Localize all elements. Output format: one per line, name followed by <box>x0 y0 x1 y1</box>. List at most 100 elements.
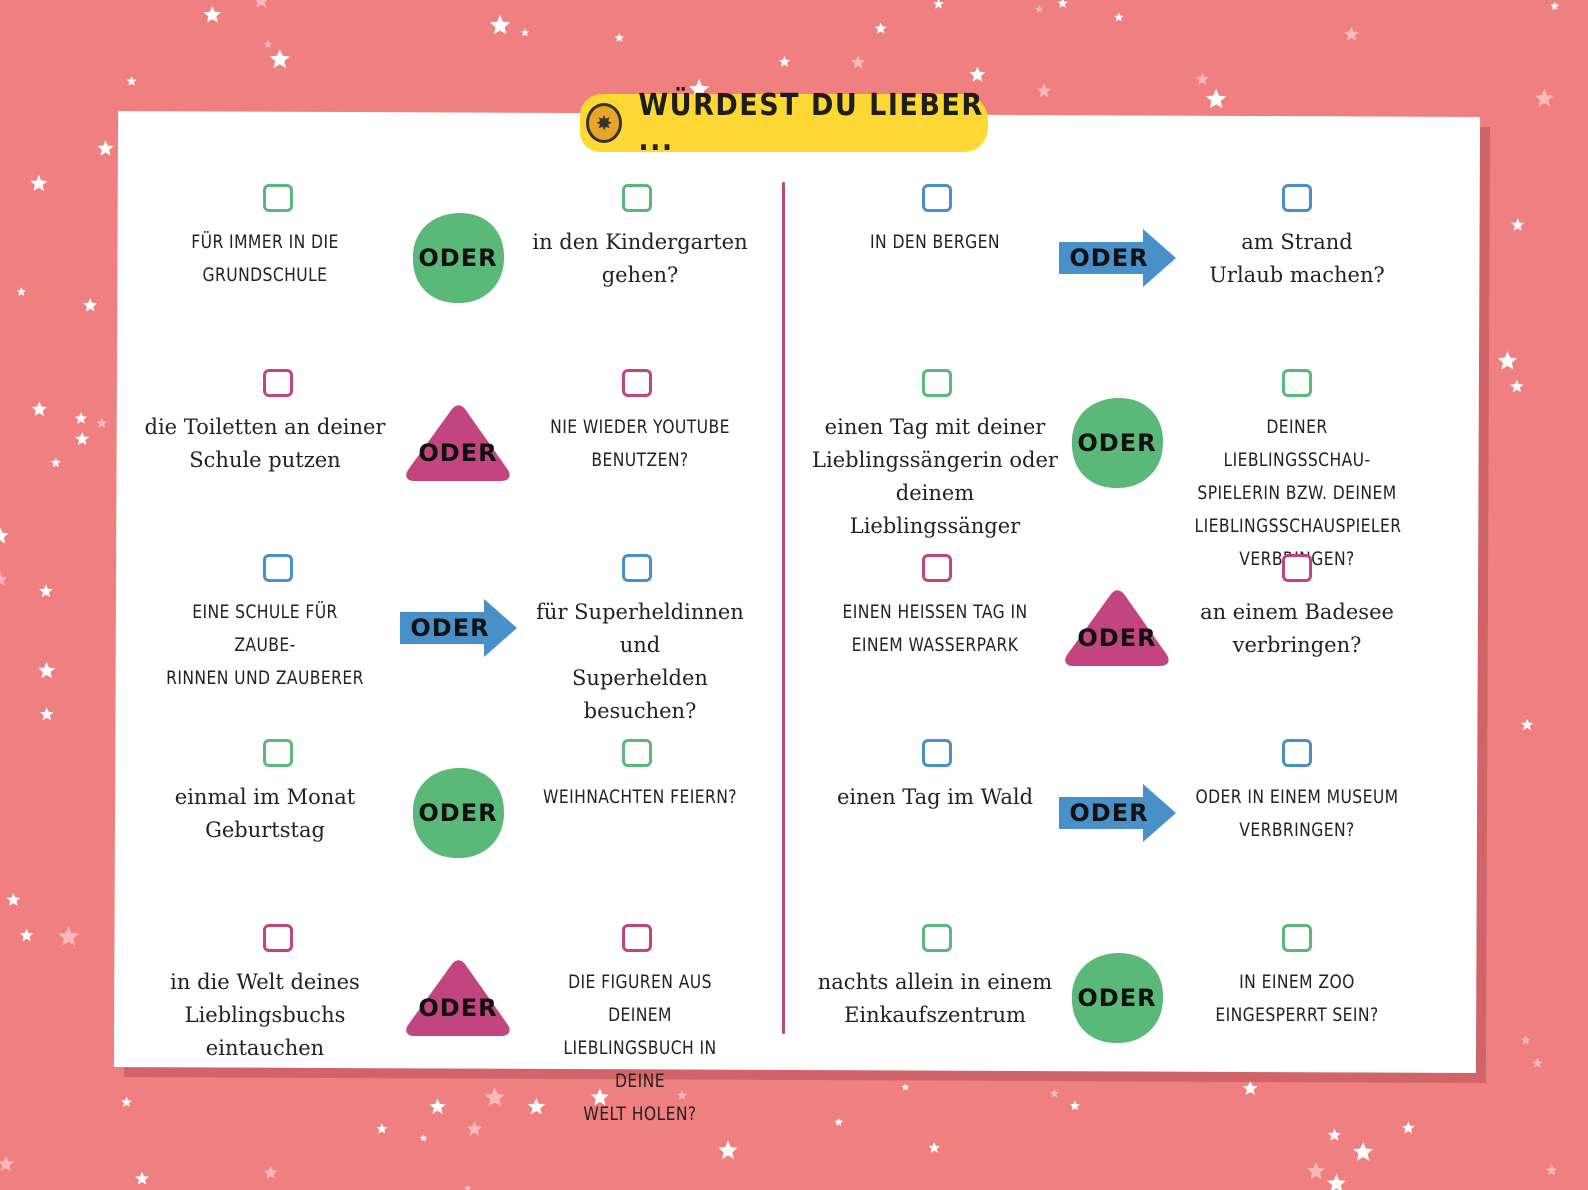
right-option-text: WEIHNACHTEN FEIERN? <box>543 786 737 808</box>
oder-circle-badge: ODER <box>410 766 506 860</box>
left-option-checkbox[interactable] <box>263 184 293 212</box>
right-option-text: für Superheldinnen und Superhelden besuc… <box>536 600 744 723</box>
oder-label: ODER <box>418 994 498 1022</box>
right-option-text: am Strand Urlaub machen? <box>1209 230 1385 287</box>
right-option-text: ODER IN EINEM MUSEUM VERBRINGEN? <box>1195 786 1399 841</box>
oder-label: ODER <box>410 614 490 642</box>
right-option-checkbox[interactable] <box>622 924 652 952</box>
star-icon <box>1242 1080 1258 1095</box>
star-icon <box>851 55 865 69</box>
right-option-checkbox[interactable] <box>622 369 652 397</box>
star-icon <box>1546 1164 1558 1176</box>
oder-label: ODER <box>1077 624 1157 652</box>
left-option-checkbox[interactable] <box>263 739 293 767</box>
oder-label: ODER <box>1077 429 1157 457</box>
left-option-checkbox[interactable] <box>263 924 293 952</box>
star-icon <box>269 49 290 69</box>
star-icon <box>0 527 9 544</box>
star-icon <box>1511 218 1525 231</box>
star-icon <box>1497 351 1518 370</box>
star-icon <box>203 5 222 23</box>
star-icon <box>969 66 986 82</box>
star-icon <box>520 28 530 37</box>
star-icon <box>874 22 887 34</box>
oder-circle-badge: ODER <box>410 211 506 305</box>
left-option-text: in die Welt deines Lieblingsbuchs eintau… <box>170 970 360 1060</box>
star-icon <box>1520 1035 1531 1045</box>
left-option-text: EINE SCHULE FÜR ZAUBE- RINNEN UND ZAUBER… <box>166 601 364 689</box>
column-divider <box>782 182 785 1034</box>
star-icon <box>718 1140 738 1160</box>
right-option-checkbox[interactable] <box>1282 924 1312 952</box>
star-icon <box>466 1121 483 1136</box>
star-icon <box>0 572 8 586</box>
star-icon <box>0 1156 14 1172</box>
oder-label: ODER <box>1069 244 1149 272</box>
oder-triangle-badge: ODER <box>1063 589 1171 667</box>
right-option-text: NIE WIEDER YOUTUBE BENUTZEN? <box>550 416 730 471</box>
right-option-checkbox[interactable] <box>622 739 652 767</box>
star-icon <box>1402 1121 1415 1134</box>
left-option-checkbox[interactable] <box>922 369 952 397</box>
star-icon <box>484 1087 505 1107</box>
left-option-text: die Toiletten an deiner Schule putzen <box>144 415 386 472</box>
right-option-text: DEINER LIEBLINGSSCHAU- SPIELERIN BZW. DE… <box>1194 416 1402 570</box>
star-icon <box>75 431 90 445</box>
star-icon <box>1307 1162 1325 1180</box>
left-option-checkbox[interactable] <box>922 739 952 767</box>
right-option-checkbox[interactable] <box>1282 369 1312 397</box>
star-icon <box>901 1083 910 1091</box>
right-option-text: in den Kindergarten gehen? <box>532 230 748 287</box>
page-title: WÜRDEST DU LIEBER ... <box>638 88 984 158</box>
star-icon <box>40 707 54 721</box>
left-option-checkbox[interactable] <box>922 924 952 952</box>
star-icon <box>834 1117 843 1126</box>
star-icon <box>614 33 624 42</box>
right-option-checkbox[interactable] <box>1282 554 1312 582</box>
oder-triangle-badge: ODER <box>404 959 512 1037</box>
star-icon <box>1114 12 1124 22</box>
right-option-text: IN EINEM ZOO EINGESPERRT SEIN? <box>1215 971 1379 1026</box>
star-icon <box>688 79 710 99</box>
right-option-checkbox[interactable] <box>1282 184 1312 212</box>
star-icon <box>263 1165 278 1179</box>
star-icon <box>6 892 21 906</box>
star-icon <box>1205 88 1227 109</box>
star-icon <box>126 76 137 86</box>
star-icon <box>1535 88 1554 107</box>
star-icon <box>1344 26 1359 41</box>
star-icon <box>429 1098 446 1114</box>
left-option-checkbox[interactable] <box>922 184 952 212</box>
star-icon <box>463 1184 472 1190</box>
oder-circle-badge: ODER <box>1069 951 1165 1045</box>
oder-arrow-badge: ODER <box>1057 228 1177 288</box>
left-option-checkbox[interactable] <box>922 554 952 582</box>
star-icon <box>50 457 61 468</box>
oder-arrow-badge: ODER <box>1057 783 1177 843</box>
star-icon <box>39 584 53 598</box>
left-option-checkbox[interactable] <box>263 369 293 397</box>
star-icon <box>778 56 791 67</box>
oder-triangle-badge: ODER <box>404 404 512 482</box>
star-icon <box>1035 5 1044 13</box>
star-icon <box>1327 1128 1341 1141</box>
star-icon <box>31 401 47 416</box>
star-icon <box>121 1096 132 1107</box>
right-option-checkbox[interactable] <box>1282 739 1312 767</box>
star-icon <box>1532 1057 1543 1068</box>
star-icon <box>38 661 56 679</box>
star-icon <box>263 39 273 49</box>
left-option-text: einmal im Monat Geburtstag <box>174 785 356 842</box>
right-option-checkbox[interactable] <box>622 554 652 582</box>
star-icon <box>928 1142 940 1153</box>
oder-label: ODER <box>1069 799 1149 827</box>
right-option-checkbox[interactable] <box>622 184 652 212</box>
star-icon <box>1521 718 1534 731</box>
star-icon <box>135 1171 149 1185</box>
star-icon <box>58 926 79 946</box>
left-option-checkbox[interactable] <box>263 554 293 582</box>
star-icon <box>933 0 944 9</box>
star-icon <box>30 174 48 191</box>
oder-label: ODER <box>418 799 498 827</box>
star-icon <box>19 928 34 942</box>
